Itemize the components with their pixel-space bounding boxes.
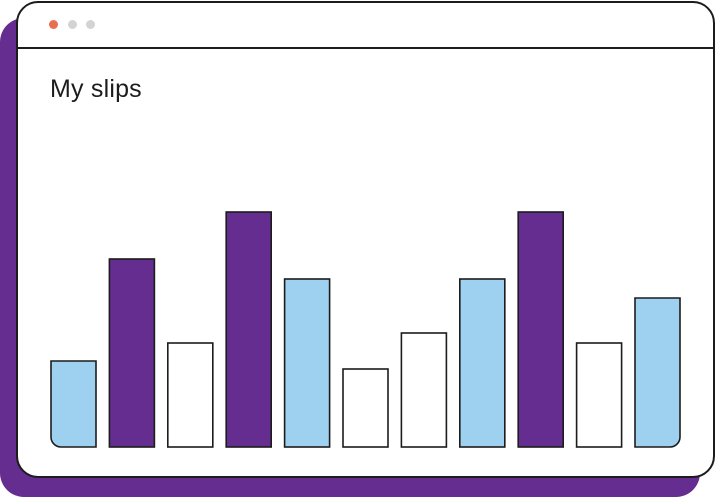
bar-8 bbox=[458, 278, 506, 448]
page-title: My slips bbox=[50, 75, 142, 103]
maximize-window-button[interactable] bbox=[86, 20, 95, 29]
bar-4 bbox=[225, 211, 272, 448]
bar-10 bbox=[575, 342, 623, 448]
bar-11 bbox=[634, 297, 681, 448]
minimize-window-button[interactable] bbox=[68, 20, 77, 29]
bar-6 bbox=[342, 368, 389, 448]
app-window: My slips bbox=[16, 1, 715, 478]
bar-3 bbox=[167, 342, 214, 448]
bar-2 bbox=[108, 258, 156, 448]
title-bar bbox=[18, 3, 713, 49]
bar-5 bbox=[283, 278, 331, 448]
bar-9 bbox=[517, 211, 565, 448]
close-window-button[interactable] bbox=[49, 20, 58, 29]
slips-bar-chart bbox=[50, 211, 681, 448]
bar-7 bbox=[400, 332, 448, 448]
bar-1 bbox=[50, 360, 97, 448]
